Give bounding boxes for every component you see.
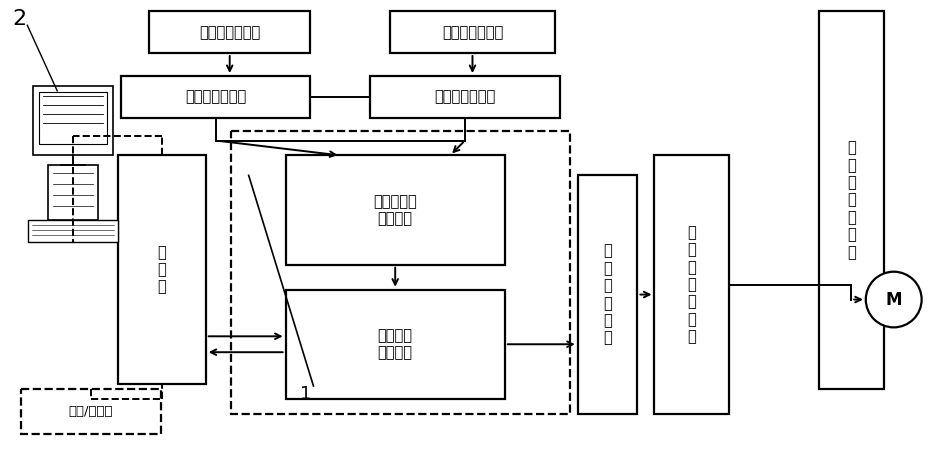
Bar xyxy=(28,220,118,242)
Bar xyxy=(48,165,98,220)
Bar xyxy=(39,92,107,144)
Bar xyxy=(118,155,206,384)
Bar xyxy=(286,290,505,399)
Circle shape xyxy=(866,272,922,327)
Text: 第一限位传感器: 第一限位传感器 xyxy=(199,25,260,40)
Bar xyxy=(286,155,505,265)
Text: 浪
涌
电
流
抑
制
器: 浪 涌 电 流 抑 制 器 xyxy=(847,141,856,260)
Bar xyxy=(655,155,729,414)
Bar xyxy=(33,86,113,155)
Text: M: M xyxy=(885,291,902,308)
Text: 传感器信号
处理单元: 传感器信号 处理单元 xyxy=(373,194,417,226)
Text: 电机信号
处理单元: 电机信号 处理单元 xyxy=(378,328,413,361)
Bar xyxy=(370,76,560,118)
Bar xyxy=(231,131,570,414)
Text: 1: 1 xyxy=(299,385,312,403)
Text: 直
流
电
机
驱
动
器: 直 流 电 机 驱 动 器 xyxy=(687,225,697,344)
Bar xyxy=(578,175,637,414)
Text: 2: 2 xyxy=(12,9,26,29)
Text: 第二光电耦合器: 第二光电耦合器 xyxy=(434,89,496,104)
Bar xyxy=(819,11,884,389)
Text: 第一光电耦合器: 第一光电耦合器 xyxy=(185,89,246,104)
Bar xyxy=(21,389,161,434)
Bar xyxy=(121,76,311,118)
Text: 单
片
机: 单 片 机 xyxy=(157,245,166,295)
Text: 第二限位传感器: 第二限位传感器 xyxy=(442,25,503,40)
Bar xyxy=(149,11,311,53)
Text: 光
电
隔
离
装
置: 光 电 隔 离 装 置 xyxy=(604,243,612,346)
Bar xyxy=(391,11,554,53)
Text: 开关/触摸屏: 开关/触摸屏 xyxy=(69,405,113,418)
